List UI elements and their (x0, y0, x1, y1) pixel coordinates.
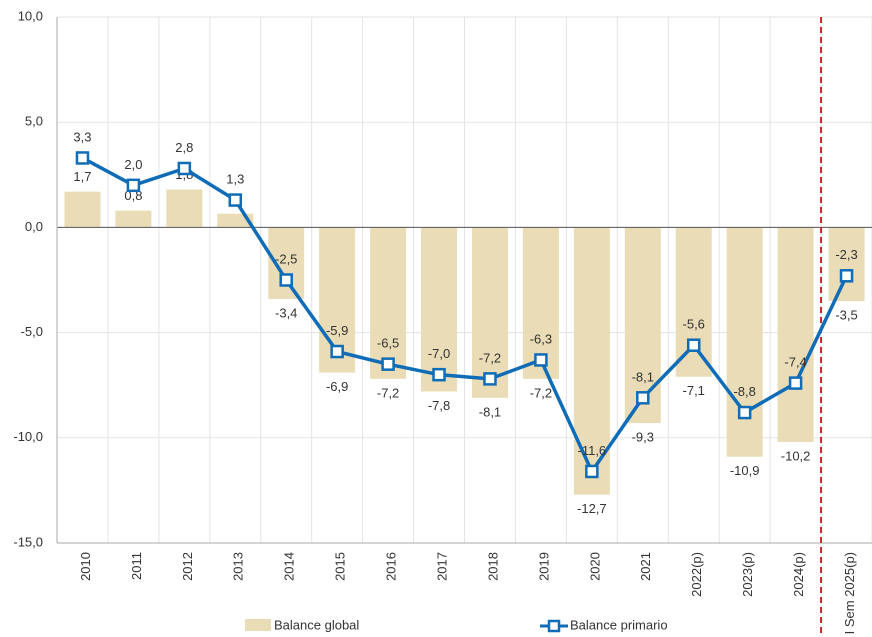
line-label: -8,8 (733, 384, 755, 399)
y-tick-label: 5,0 (25, 114, 43, 129)
x-tick-label: 2014 (282, 552, 297, 581)
bar-label: -8,1 (479, 404, 501, 419)
line-marker (381, 357, 395, 371)
line-label: 2,0 (124, 157, 142, 172)
line-marker (686, 338, 701, 352)
line-label: -8,1 (632, 369, 654, 384)
line-label: -7,2 (479, 350, 501, 365)
legend-label: Balance primario (570, 617, 668, 632)
bar (64, 191, 101, 228)
bar-label: -7,2 (530, 385, 552, 400)
bar (370, 227, 407, 379)
y-tick-label: 0,0 (25, 219, 43, 234)
legend-swatch (245, 619, 271, 631)
line-label: 2,8 (175, 140, 193, 155)
bar (573, 227, 610, 495)
line-marker (177, 161, 192, 176)
y-tick-label: -5,0 (21, 324, 43, 339)
line-marker (737, 405, 752, 420)
x-tick-label: 2019 (536, 552, 551, 581)
x-tick-label: 2012 (180, 552, 195, 581)
bar (675, 227, 712, 377)
x-tick-label: I Sem 2025(p) (842, 552, 857, 634)
line-marker (788, 376, 803, 390)
bar-label: -10,9 (730, 463, 760, 478)
line-marker (483, 372, 497, 386)
line-label: -5,6 (683, 317, 705, 332)
line-label: -11,6 (578, 443, 607, 458)
x-tick-label: 2024(p) (791, 552, 806, 597)
bar-label: 1,7 (73, 169, 91, 184)
bar-label: -7,8 (428, 398, 450, 413)
bar (115, 210, 152, 228)
x-tick-label: 2022(p) (689, 552, 704, 597)
bar-label: -9,3 (632, 430, 654, 445)
x-tick-label: 2015 (333, 552, 348, 581)
bar-label: -6,9 (326, 379, 348, 394)
x-tick-label: 2010 (78, 552, 93, 581)
bar-label: -10,2 (781, 448, 811, 463)
line-label: -2,5 (275, 251, 297, 266)
bar-label: -7,2 (377, 385, 399, 400)
line-label: -6,5 (377, 336, 399, 351)
bar (166, 189, 203, 228)
x-tick-label: 2017 (434, 552, 449, 581)
x-tick-label: 2016 (384, 552, 399, 581)
bar (726, 227, 763, 457)
y-tick-label: 10,0 (18, 8, 43, 23)
line-marker (585, 464, 599, 479)
bar (421, 227, 458, 392)
bar (777, 227, 814, 443)
bar-label: -12,7 (577, 501, 607, 516)
line-marker (534, 353, 548, 367)
line-label: -6,3 (530, 331, 552, 346)
line-marker (228, 193, 243, 207)
line-marker (839, 269, 854, 283)
bar (624, 227, 661, 424)
line (81, 156, 849, 475)
line-label: -7,0 (428, 346, 450, 361)
x-tick-label: 2013 (231, 552, 246, 581)
legend-label: Balance global (274, 617, 359, 632)
legend-marker (547, 619, 561, 633)
bar-label: -3,5 (835, 307, 857, 322)
bar (828, 227, 865, 302)
y-tick-label: -10,0 (13, 429, 43, 444)
line-label: -2,3 (835, 247, 857, 262)
bar (471, 227, 508, 398)
x-tick-label: 2020 (587, 552, 602, 581)
line-label: -5,9 (326, 323, 348, 338)
line-marker (330, 344, 344, 359)
line-label: 3,3 (73, 129, 91, 144)
line-marker (75, 151, 90, 165)
x-tick-label: 2018 (485, 552, 500, 581)
x-tick-label: 2011 (129, 552, 144, 580)
line-marker (636, 391, 650, 405)
line-marker (126, 178, 141, 193)
bar-label: -3,4 (275, 305, 297, 320)
x-tick-label: 2023(p) (740, 552, 755, 597)
line-marker (432, 367, 446, 382)
line-marker (279, 273, 293, 287)
line-label: -7,4 (784, 355, 806, 370)
bar-label: -7,1 (683, 383, 705, 398)
y-tick-label: -15,0 (13, 534, 43, 549)
x-tick-label: 2021 (638, 552, 653, 581)
line-label: 1,3 (226, 171, 244, 186)
